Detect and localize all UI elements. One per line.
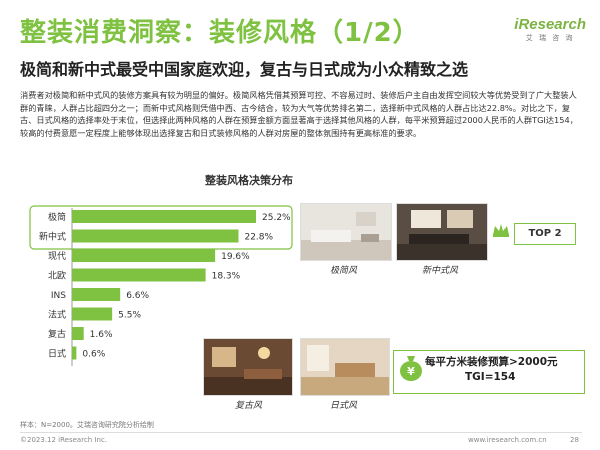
budget-callout-tgi: TGI=154: [465, 371, 516, 383]
neo-chinese-room-photo: [396, 203, 488, 261]
category-label: INS: [51, 291, 66, 301]
page-number: 28: [570, 436, 579, 444]
minimal-room-photo: [300, 203, 392, 261]
neo-chinese-caption: 新中式风: [422, 266, 459, 276]
japanese-caption: 日式风: [330, 401, 358, 411]
footer-divider: [20, 432, 582, 433]
value-label: 1.6%: [90, 330, 113, 340]
svg-text:¥: ¥: [407, 365, 415, 378]
value-label: 5.5%: [118, 311, 141, 321]
budget-callout-line1: 每平方米装修预算>2000元: [425, 356, 558, 368]
bar-极简: [72, 210, 256, 223]
category-label: 法式: [48, 309, 66, 321]
page-subtitle: 极简和新中式最受中国家庭欢迎，复古与日式成为小众精致之选: [20, 60, 469, 79]
bar-复古: [72, 327, 84, 340]
money-bag-icon: ¥: [400, 356, 422, 381]
logo-text: iResearch: [514, 16, 586, 33]
copyright: ©2023.12 iResearch Inc.: [20, 436, 108, 444]
bar-现代: [72, 249, 216, 262]
website-url: www.iresearch.com.cn: [468, 436, 547, 444]
category-label: 现代: [48, 251, 66, 262]
category-label: 新中式: [39, 231, 66, 243]
bar-法式: [72, 307, 113, 321]
value-label: 0.6%: [82, 350, 105, 360]
body-paragraph: 消费者对极简和新中式风的装修方案具有较为明显的偏好。极简风格凭借其预算可控、不容…: [20, 90, 578, 138]
value-label: 6.6%: [126, 291, 149, 301]
iresearch-logo: iResearch 艾 瑞 咨 询: [514, 16, 586, 43]
value-label: 25.2%: [262, 213, 291, 223]
logo-subtext: 艾 瑞 咨 询: [525, 34, 575, 42]
category-label: 北欧: [48, 270, 66, 282]
value-label: 18.3%: [212, 272, 241, 282]
category-label: 复古: [48, 328, 66, 340]
crown-icon: [493, 224, 509, 237]
bar-北欧: [72, 268, 206, 282]
japanese-room-photo: [300, 338, 390, 396]
retro-room-photo: [203, 338, 293, 396]
top2-badge: TOP 2: [514, 223, 576, 245]
value-label: 19.6%: [221, 252, 250, 262]
value-label: 22.8%: [244, 233, 273, 243]
bar-新中式: [72, 229, 239, 243]
bar-日式: [72, 346, 77, 360]
page-title: 整装消费洞察：装修风格（1/2）: [20, 18, 420, 48]
source-note: 样本：N=2000。艾瑞咨询研究院分析绘制: [20, 421, 154, 429]
bar-INS: [72, 288, 121, 301]
category-label: 极简: [48, 211, 66, 223]
bar-chart: 极简 25.2% 新中式 22.8% 现代 19.6% 北欧 18.3% INS 6.6% 法式 5.…: [29, 205, 293, 366]
retro-caption: 复古风: [235, 401, 263, 411]
chart-title: 整装风格决策分布: [205, 174, 293, 187]
budget-callout-box: [393, 350, 585, 394]
minimal-caption: 极简风: [330, 266, 358, 276]
category-label: 日式: [48, 348, 66, 360]
